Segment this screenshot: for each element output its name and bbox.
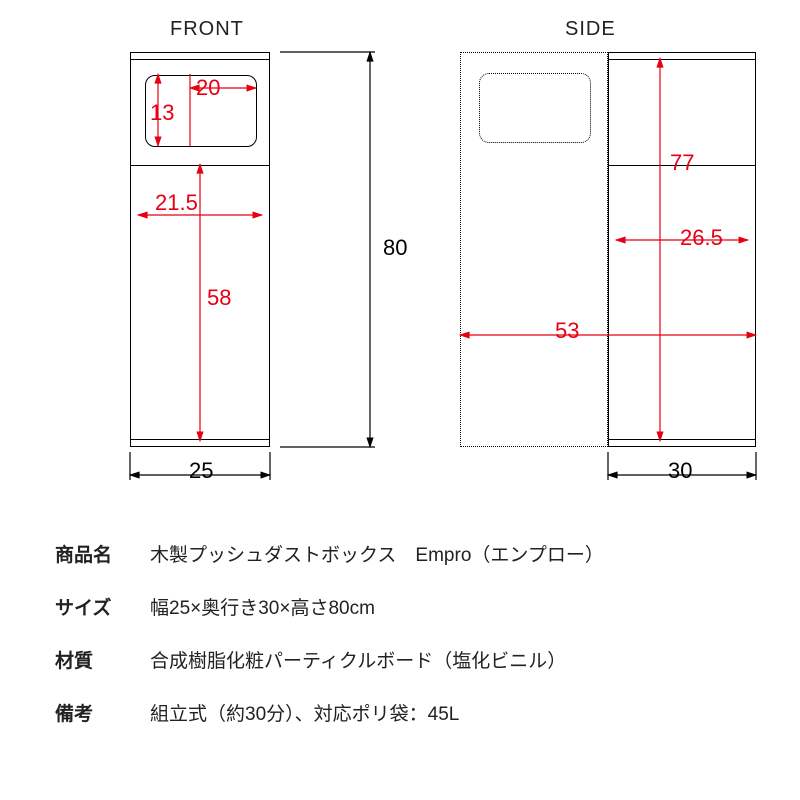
dim-side-width: 30 xyxy=(668,458,692,484)
spec-table: 商品名 木製プッシュダストボックス Empro（エンプロー） サイズ 幅25×奥… xyxy=(55,540,745,752)
side-slot-dotted xyxy=(479,73,591,143)
front-label: FRONT xyxy=(170,18,244,41)
dim-front-inner-w: 21.5 xyxy=(155,190,198,216)
spec-name-label: 商品名 xyxy=(55,540,150,567)
spec-size-value: 幅25×奥行き30×高さ80cm xyxy=(150,593,745,620)
dim-front-body-h: 58 xyxy=(207,285,231,311)
spec-row-notes: 備考 組立式（約30分）、対応ポリ袋：45L xyxy=(55,699,745,726)
spec-notes-label: 備考 xyxy=(55,699,150,726)
spec-row-material: 材質 合成樹脂化粧パーティクルボード（塩化ビニル） xyxy=(55,646,745,673)
spec-row-name: 商品名 木製プッシュダストボックス Empro（エンプロー） xyxy=(55,540,745,567)
spec-notes-value: 組立式（約30分）、対応ポリ袋：45L xyxy=(150,699,745,726)
dim-side-double-w: 53 xyxy=(555,318,579,344)
side-label: SIDE xyxy=(565,18,616,41)
dim-side-inner-w: 26.5 xyxy=(680,225,723,251)
side-box-dotted xyxy=(460,52,608,447)
spec-row-size: サイズ 幅25×奥行き30×高さ80cm xyxy=(55,593,745,620)
dim-front-width: 25 xyxy=(189,458,213,484)
spec-size-label: サイズ xyxy=(55,593,150,620)
dim-slot-w: 20 xyxy=(196,75,220,101)
spec-name-value: 木製プッシュダストボックス Empro（エンプロー） xyxy=(150,540,745,567)
dim-slot-h: 13 xyxy=(150,100,174,126)
spec-material-value: 合成樹脂化粧パーティクルボード（塩化ビニル） xyxy=(150,646,745,673)
dim-side-inner-h: 77 xyxy=(670,150,694,176)
dim-height: 80 xyxy=(383,235,407,261)
spec-material-label: 材質 xyxy=(55,646,150,673)
diagram-area: FRONT SIDE xyxy=(0,0,800,500)
